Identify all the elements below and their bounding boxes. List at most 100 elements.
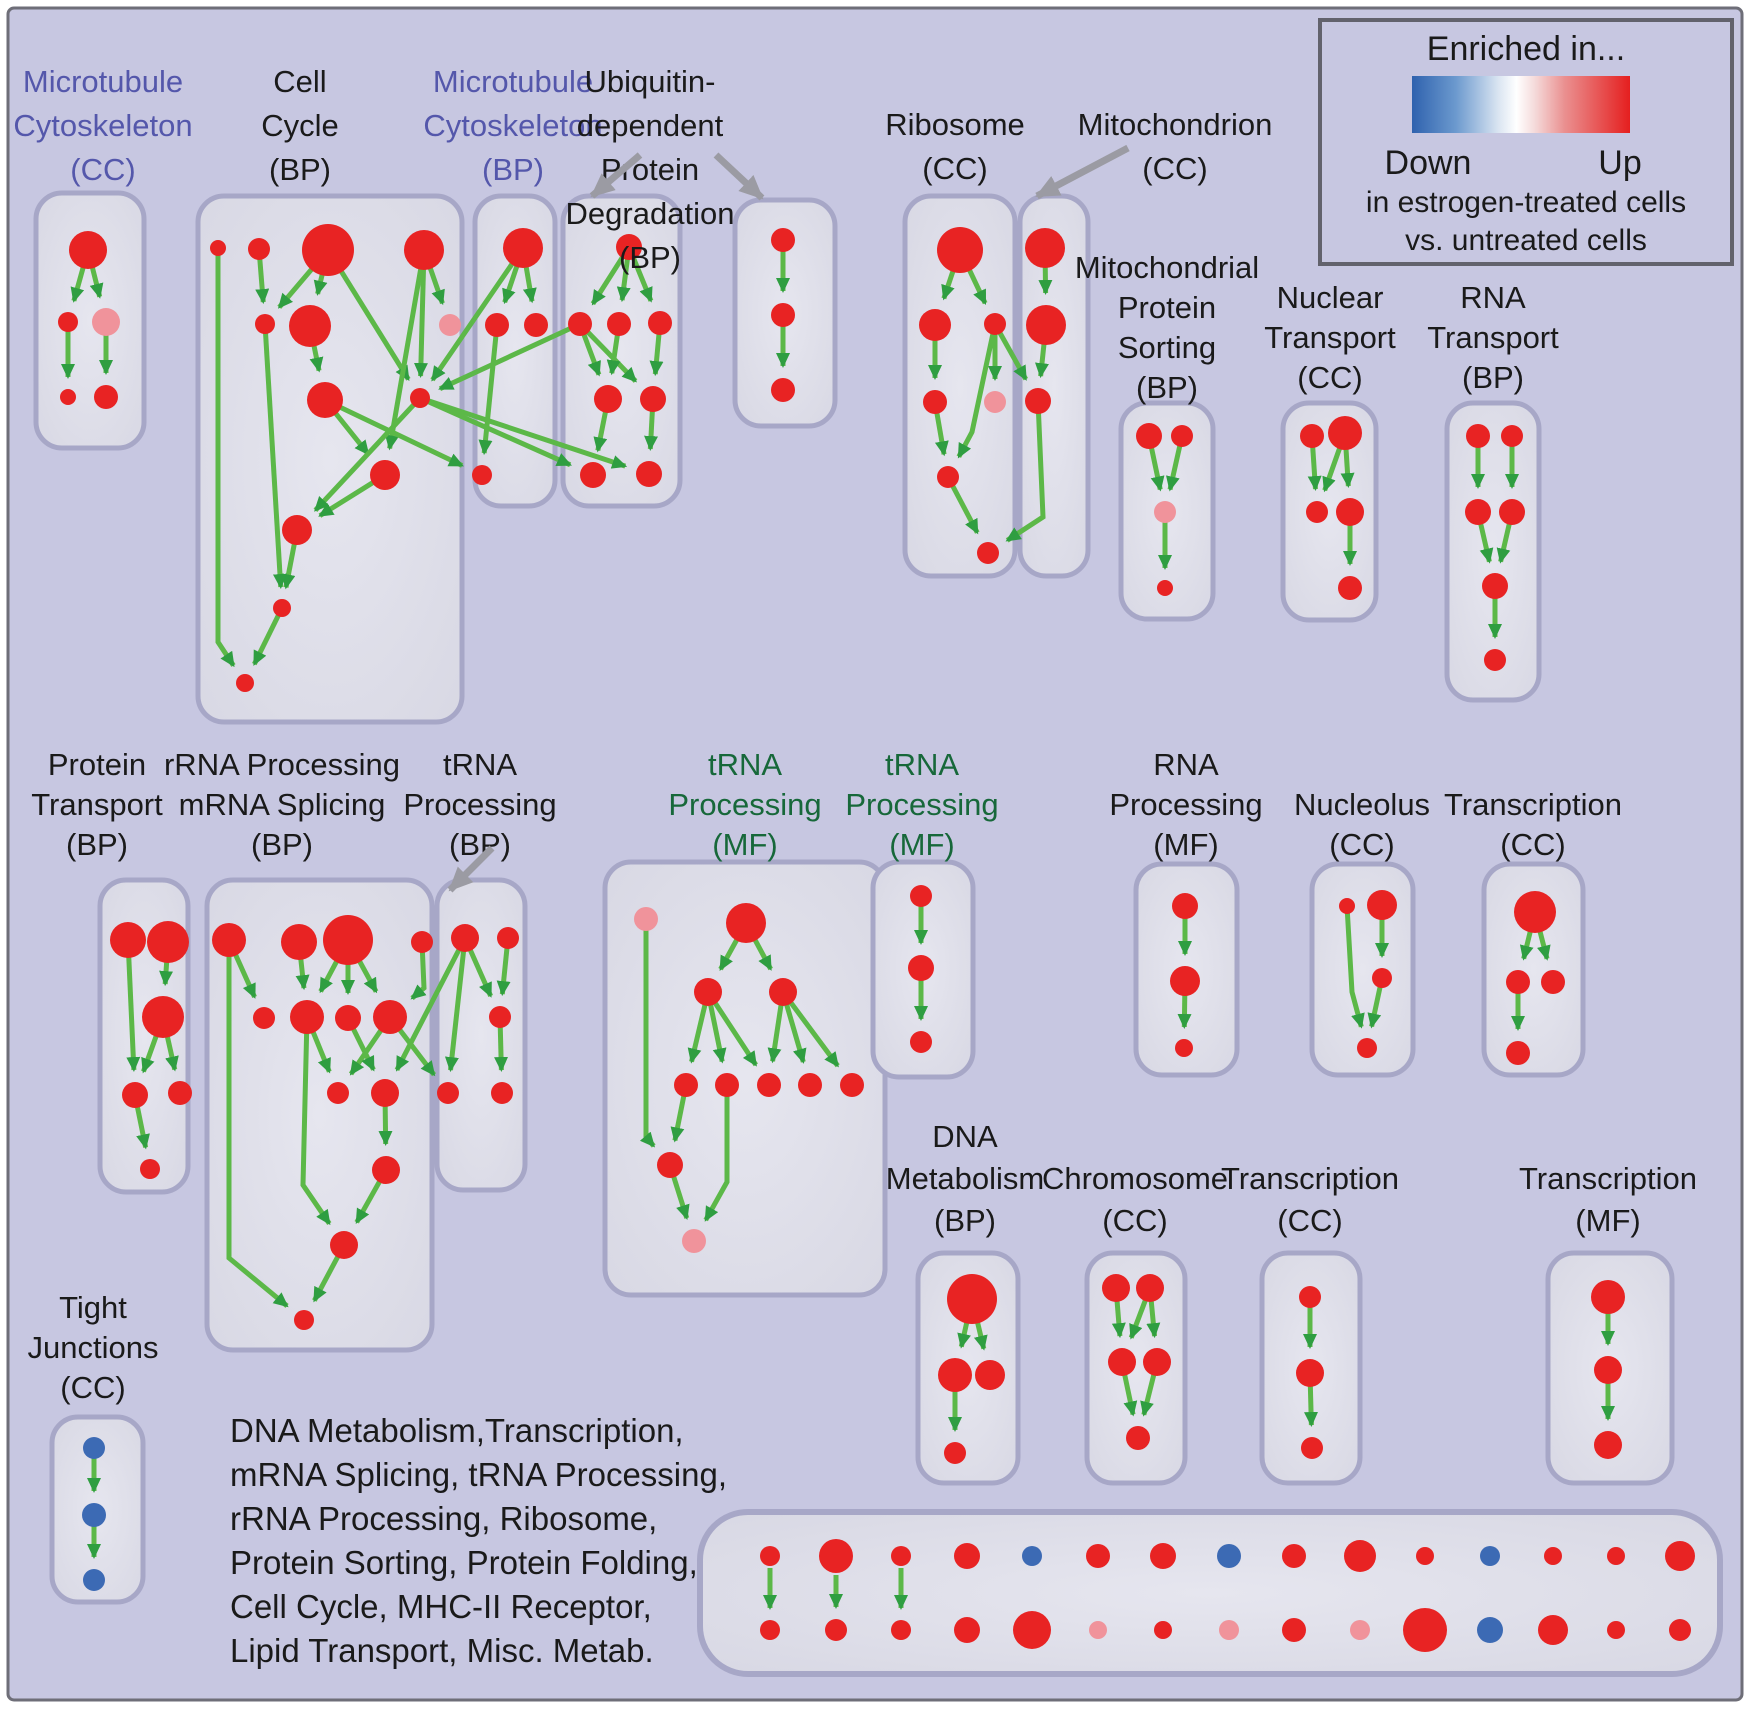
node-rr-n6 (330, 1231, 358, 1259)
edge-tb.t1-rr.l2 (394, 936, 468, 1072)
cluster-box-ch (1084, 1250, 1188, 1486)
node-rt-mr (1499, 499, 1525, 525)
edge-mb-l1-d (478, 324, 500, 456)
node-rr-t1 (212, 923, 246, 957)
node-rr-m3 (335, 1005, 361, 1031)
node-ch-tl (1102, 1274, 1130, 1302)
node-nu-m (1372, 968, 1392, 988)
legend-up-label: Up (1598, 144, 1641, 182)
node-u1-m2 (607, 312, 631, 336)
strip-node-top-5 (1086, 1544, 1110, 1568)
node-nt-tl (1300, 424, 1324, 448)
node-mps-pk (1154, 501, 1176, 523)
summary-text-line-4: Cell Cycle, MHC-II Receptor, (230, 1588, 652, 1625)
node-pt-b (140, 1159, 160, 1179)
summary-text-line-2: rRNA Processing, Ribosome, (230, 1500, 657, 1537)
node-ch-b (1126, 1426, 1150, 1450)
node-mito-t (1025, 228, 1065, 268)
node-cc-b (248, 238, 270, 260)
strip-node-bottom-14 (1669, 1619, 1691, 1641)
node-tb-l2 (491, 1082, 513, 1104)
legend-box (1318, 18, 1734, 266)
node-dm-b (944, 1442, 966, 1464)
node-mito-m (1026, 305, 1066, 345)
node-ch-tr (1136, 1274, 1164, 1302)
node-pt-tr (147, 921, 189, 963)
node-tm-b1 (674, 1073, 698, 1097)
node-u1-t (616, 234, 642, 260)
node-nt-ml (1306, 501, 1328, 523)
node-rr-bb (294, 1310, 314, 1330)
strip-node-bottom-7 (1219, 1620, 1239, 1640)
node-rib-mr (984, 313, 1006, 335)
cluster-box-rr (204, 877, 435, 1353)
node-cc-i (410, 388, 430, 408)
edge-tm-b2-pb (703, 1085, 730, 1222)
node-rib-pk (984, 391, 1006, 413)
strip-node-top-8 (1282, 1544, 1306, 1568)
edge-cc.h-mb.d (323, 397, 464, 468)
strip-node-bottom-9 (1350, 1620, 1370, 1640)
node-tmf-n1 (1591, 1280, 1625, 1314)
strip-node-top-3 (954, 1543, 980, 1569)
node-cc-g (439, 314, 461, 336)
node-mb-d (472, 465, 492, 485)
strip-node-top-4 (1022, 1546, 1042, 1566)
node-rr-m2 (290, 1000, 324, 1034)
node-cc-e (255, 314, 275, 334)
node-rt-ml (1465, 499, 1491, 525)
cluster-label-mt_cc: Microtubule Cytoskeleton (CC) (13, 64, 192, 187)
edge-cc-a-m (215, 248, 236, 668)
node-u1-b1 (580, 462, 606, 488)
node-u1-l2 (640, 386, 666, 412)
annotation-arrow-to-mitochondrion-box (1035, 144, 1130, 200)
node-tms-n3 (910, 1031, 932, 1053)
legend-gradient-bar (1412, 76, 1630, 133)
strip-node-bottom-4 (1013, 1611, 1051, 1649)
node-tm-b2 (715, 1073, 739, 1097)
strip-node-bottom-8 (1282, 1618, 1306, 1642)
cluster-label-nt: Nuclear Transport (CC) (1264, 280, 1396, 395)
node-nu-tr (1367, 890, 1397, 920)
cluster-label-tc2: Transcription (CC) (1444, 787, 1622, 862)
node-tm-m1 (694, 978, 722, 1006)
node-tc3-n1 (1299, 1286, 1321, 1308)
cluster-label-nu: Nucleolus (CC) (1294, 787, 1430, 862)
strip-node-top-13 (1607, 1547, 1625, 1565)
cluster-label-pt: Protein Transport (BP) (31, 747, 163, 862)
node-tm-b4 (798, 1073, 822, 1097)
strip-node-top-14 (1665, 1541, 1695, 1571)
cluster-box-mb (472, 193, 558, 509)
strip-node-bottom-10 (1403, 1608, 1447, 1652)
legend-line2: vs. untreated cells (1405, 224, 1647, 257)
strip-node-top-12 (1544, 1547, 1562, 1565)
node-rib-ll (923, 390, 947, 414)
node-u1-b2 (636, 461, 662, 487)
node-mt_cc-D (60, 389, 76, 405)
node-mt_cc-C (92, 308, 120, 336)
node-cc-k (282, 515, 312, 545)
cluster-box-mt_cc (33, 190, 147, 451)
cluster-label-cc: Cell Cycle (BP) (261, 64, 339, 187)
node-rib-ml (919, 309, 951, 341)
node-mito-low (1025, 388, 1051, 414)
edge-cc.i-u1.b1 (418, 395, 572, 468)
node-rpm-n1 (1172, 893, 1198, 919)
node-nt-b (1338, 576, 1362, 600)
node-dm-t (947, 1274, 997, 1324)
edge-nu-tl-b (1344, 905, 1365, 1029)
node-tm-pt_ (634, 907, 658, 931)
cluster-box-tb (434, 877, 528, 1193)
node-ch-mr (1143, 1348, 1171, 1376)
node-tms-n2 (908, 955, 934, 981)
summary-text-line-1: mRNA Splicing, tRNA Processing, (230, 1456, 727, 1493)
edge-tm-m1-b3 (705, 990, 758, 1067)
node-cc-h (307, 382, 343, 418)
node-rpm-n3 (1175, 1039, 1193, 1057)
strip-node-top-10 (1416, 1547, 1434, 1565)
node-u2-n2 (771, 303, 795, 327)
strip-node-top-7 (1217, 1544, 1241, 1568)
node-rpm-n2 (1170, 966, 1200, 996)
edge-mb.t-cc.i (430, 246, 526, 382)
node-tj-n3 (83, 1569, 105, 1591)
